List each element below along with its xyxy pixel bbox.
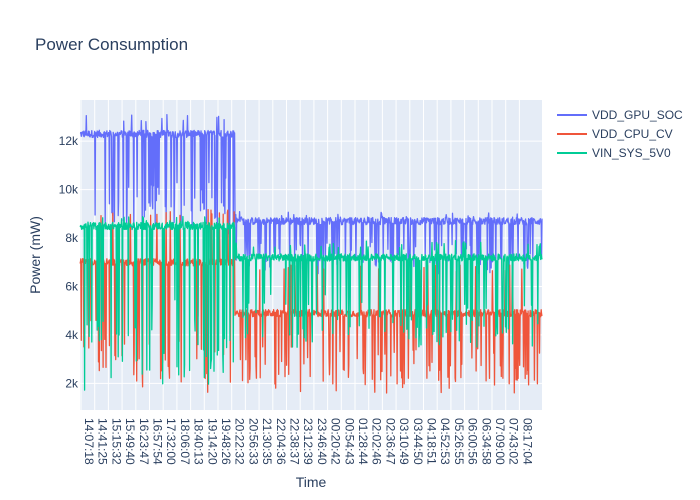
x-tick-label: 05:26:55 (452, 418, 466, 465)
x-tick-label: 23:12:39 (301, 418, 315, 465)
x-tick-label: 20:22:32 (233, 418, 247, 465)
x-tick-label: 07:09:00 (493, 418, 507, 465)
x-tick-label: 14:07:18 (82, 418, 96, 465)
x-tick-label: 23:46:40 (315, 418, 329, 465)
chart-title: Power Consumption (35, 35, 188, 54)
x-tick-label: 02:02:46 (370, 418, 384, 465)
x-tick-label: 18:06:07 (178, 418, 192, 465)
x-tick-label: 01:28:44 (356, 418, 370, 465)
x-tick-label: 03:10:49 (397, 418, 411, 465)
x-tick-label: 18:40:13 (192, 418, 206, 465)
legend-item-label[interactable]: VDD_GPU_SOC (592, 108, 683, 122)
x-tick-label: 15:49:40 (123, 418, 137, 465)
x-tick-label: 20:56:33 (246, 418, 260, 465)
y-tick-label: 8k (65, 231, 79, 245)
x-tick-label: 07:43:02 (507, 418, 521, 465)
x-tick-label: 04:52:53 (438, 418, 452, 465)
y-axis-ticks: 2k 4k 6k 8k 10k 12k (59, 134, 79, 390)
legend-item-label[interactable]: VIN_SYS_5V0 (592, 146, 671, 160)
x-tick-label: 06:34:58 (479, 418, 493, 465)
y-tick-label: 6k (65, 279, 79, 293)
x-tick-label: 02:36:47 (383, 418, 397, 465)
x-tick-label: 16:57:54 (151, 418, 165, 465)
x-tick-label: 15:15:32 (109, 418, 123, 465)
x-tick-label: 17:32:00 (164, 418, 178, 465)
x-tick-label: 00:20:42 (329, 418, 343, 465)
x-tick-label: 00:54:43 (342, 418, 356, 465)
series-line-vdd-cpu-cv (79, 209, 543, 394)
y-tick-label: 10k (59, 183, 79, 197)
x-tick-label: 21:30:35 (260, 418, 274, 465)
y-tick-label: 4k (65, 328, 79, 342)
x-tick-label: 08:17:04 (520, 418, 534, 465)
x-tick-label: 19:14:20 (205, 418, 219, 465)
x-tick-label: 14:41:25 (96, 418, 110, 465)
legend[interactable]: VDD_GPU_SOC VDD_CPU_CV VIN_SYS_5V0 (557, 108, 683, 160)
x-tick-label: 19:48:26 (219, 418, 233, 465)
x-tick-label: 06:00:56 (466, 418, 480, 465)
legend-item-label[interactable]: VDD_CPU_CV (592, 127, 673, 141)
x-axis-title: Time (296, 474, 327, 490)
series-line-vin-sys-5v0 (79, 215, 543, 391)
series-layer (79, 113, 543, 394)
x-tick-label: 04:18:51 (425, 418, 439, 465)
y-tick-label: 2k (65, 376, 79, 390)
x-tick-label: 22:38:37 (288, 418, 302, 465)
y-tick-label: 12k (59, 134, 79, 148)
y-axis-title: Power (mW) (27, 216, 43, 294)
x-tick-label: 22:04:36 (274, 418, 288, 465)
x-axis-ticks: 14:07:18 14:41:25 15:15:32 15:49:40 16:23:47… (82, 418, 534, 465)
series-line-vdd-gpu-soc (79, 113, 543, 275)
x-tick-label: 16:23:47 (137, 418, 151, 465)
x-tick-label: 03:44:50 (411, 418, 425, 465)
